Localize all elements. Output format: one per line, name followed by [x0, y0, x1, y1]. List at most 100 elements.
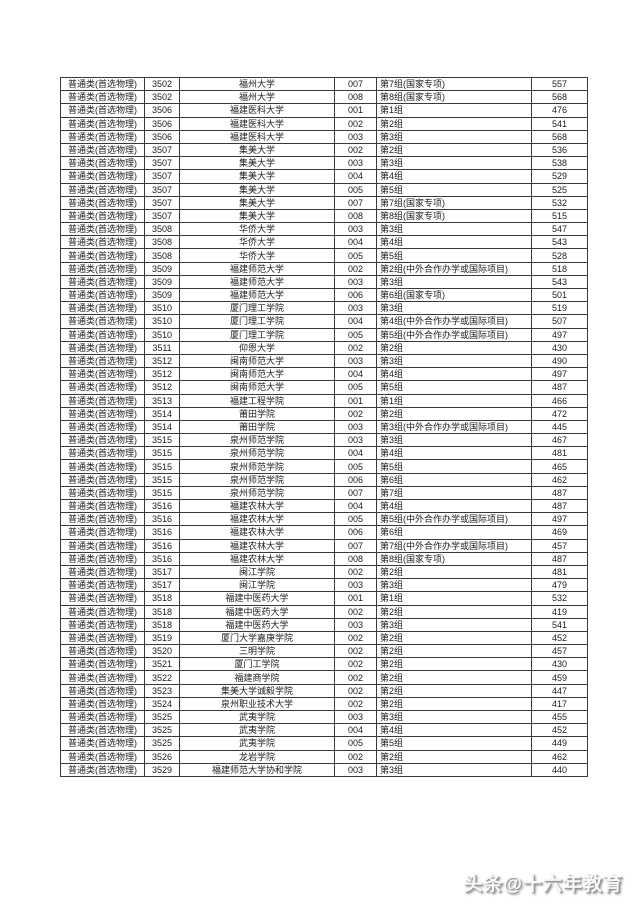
cell-category: 普通类(首选物理)	[60, 736, 145, 751]
cell-group_code: 001	[334, 591, 377, 606]
cell-university: 闽南师范大学	[179, 353, 335, 369]
cell-group_name: 第4组	[376, 235, 532, 250]
cell-group_code: 004	[334, 367, 377, 382]
cell-code: 3515	[144, 459, 180, 474]
cell-score: 457	[531, 644, 588, 659]
cell-group_code: 002	[334, 749, 377, 764]
cell-score: 466	[531, 393, 588, 408]
cell-score: 459	[531, 670, 588, 685]
cell-category: 普通类(首选物理)	[60, 749, 145, 764]
cell-university: 华侨大学	[179, 248, 335, 263]
cell-code: 3510	[144, 314, 180, 329]
cell-category: 普通类(首选物理)	[60, 222, 145, 237]
cell-score: 507	[531, 314, 588, 329]
cell-score: 479	[531, 578, 588, 593]
table-row: 普通类(首选物理) 3512 闽南师范大学 005 第5组 487	[60, 380, 588, 395]
cell-university: 莆田学院	[179, 406, 335, 421]
cell-university: 福建农林大学	[179, 538, 335, 553]
cell-code: 3509	[144, 287, 180, 303]
cell-category: 普通类(首选物理)	[60, 129, 145, 144]
cell-university: 泉州师范学院	[179, 472, 335, 487]
cell-group_name: 第2组(中外合作办学或国际项目)	[376, 261, 532, 276]
cell-group_code: 002	[334, 406, 377, 421]
cell-score: 519	[531, 301, 588, 316]
cell-group_code: 004	[334, 498, 377, 514]
cell-code: 3514	[144, 406, 180, 421]
cell-score: 568	[531, 90, 588, 105]
cell-score: 529	[531, 169, 588, 184]
cell-category: 普通类(首选物理)	[60, 485, 145, 501]
cell-code: 3507	[144, 169, 180, 184]
cell-category: 普通类(首选物理)	[60, 723, 145, 738]
table-row: 普通类(首选物理) 3525 武夷学院 004 第4组 452	[60, 723, 588, 738]
cell-group_code: 007	[334, 485, 377, 501]
cell-category: 普通类(首选物理)	[60, 657, 145, 672]
cell-category: 普通类(首选物理)	[60, 169, 145, 184]
cell-category: 普通类(首选物理)	[60, 235, 145, 250]
cell-category: 普通类(首选物理)	[60, 644, 145, 659]
cell-group_name: 第8组(国家专项)	[376, 208, 532, 224]
cell-code: 3512	[144, 367, 180, 382]
cell-group_name: 第2组	[376, 670, 532, 685]
cell-score: 487	[531, 380, 588, 395]
cell-group_code: 007	[334, 195, 377, 210]
cell-group_code: 003	[334, 709, 377, 725]
cell-group_name: 第4组	[376, 498, 532, 514]
cell-group_code: 002	[334, 657, 377, 672]
cell-score: 557	[531, 76, 588, 92]
cell-group_code: 004	[334, 723, 377, 738]
cell-university: 厦门理工学院	[179, 301, 335, 316]
cell-group_name: 第6组	[376, 472, 532, 487]
cell-group_name: 第3组	[376, 129, 532, 144]
cell-university: 集美大学	[179, 208, 335, 224]
cell-group_code: 002	[334, 630, 377, 646]
admission-score-table: 普通类(首选物理) 3502 福州大学 007 第7组(国家专项) 557 普通类(首选物理…	[60, 76, 588, 777]
cell-code: 3525	[144, 709, 180, 725]
table-row: 普通类(首选物理) 3509 福建师范大学 002 第2组(中外合作办学或国际项目) 51…	[60, 261, 588, 276]
table-row: 普通类(首选物理) 3515 泉州师范学院 003 第3组 467	[60, 433, 588, 448]
cell-university: 福建商学院	[179, 670, 335, 685]
cell-group_name: 第2组	[376, 749, 532, 764]
table-row: 普通类(首选物理) 3510 厦门理工学院 003 第3组 519	[60, 301, 588, 316]
cell-category: 普通类(首选物理)	[60, 446, 145, 461]
table-row: 普通类(首选物理) 3529 福建师范大学协和学院 003 第3组 440	[60, 762, 588, 777]
table-row: 普通类(首选物理) 3507 集美大学 003 第3组 538	[60, 156, 588, 171]
cell-category: 普通类(首选物理)	[60, 433, 145, 448]
cell-score: 430	[531, 340, 588, 355]
cell-university: 福建农林大学	[179, 551, 335, 566]
table-row: 普通类(首选物理) 3523 集美大学诚毅学院 002 第2组 447	[60, 683, 588, 698]
cell-code: 3512	[144, 353, 180, 369]
table-row: 普通类(首选物理) 3507 集美大学 004 第4组 529	[60, 169, 588, 184]
cell-score: 536	[531, 142, 588, 158]
cell-score: 501	[531, 287, 588, 303]
cell-category: 普通类(首选物理)	[60, 287, 145, 303]
cell-university: 厦门理工学院	[179, 327, 335, 342]
cell-group_code: 004	[334, 169, 377, 184]
cell-group_code: 008	[334, 208, 377, 224]
cell-university: 福建中医药大学	[179, 591, 335, 606]
cell-group_code: 004	[334, 446, 377, 461]
cell-university: 武夷学院	[179, 736, 335, 751]
cell-category: 普通类(首选物理)	[60, 670, 145, 685]
cell-category: 普通类(首选物理)	[60, 709, 145, 725]
cell-category: 普通类(首选物理)	[60, 340, 145, 355]
cell-university: 福建师范大学	[179, 287, 335, 303]
cell-group_code: 003	[334, 617, 377, 632]
cell-group_name: 第4组	[376, 446, 532, 461]
cell-category: 普通类(首选物理)	[60, 538, 145, 553]
cell-university: 集美大学诚毅学院	[179, 683, 335, 698]
cell-group_code: 008	[334, 551, 377, 566]
cell-group_code: 002	[334, 142, 377, 158]
cell-university: 福建农林大学	[179, 512, 335, 527]
cell-score: 445	[531, 419, 588, 435]
cell-group_name: 第3组	[376, 222, 532, 237]
table-row: 普通类(首选物理) 3502 福州大学 007 第7组(国家专项) 557	[60, 76, 588, 92]
cell-score: 497	[531, 327, 588, 342]
table-row: 普通类(首选物理) 3510 厦门理工学院 004 第4组(中外合作办学或国际项目) 50…	[60, 314, 588, 329]
cell-score: 515	[531, 208, 588, 224]
cell-code: 3516	[144, 498, 180, 514]
cell-category: 普通类(首选物理)	[60, 512, 145, 527]
cell-university: 泉州师范学院	[179, 433, 335, 448]
cell-code: 3512	[144, 380, 180, 395]
